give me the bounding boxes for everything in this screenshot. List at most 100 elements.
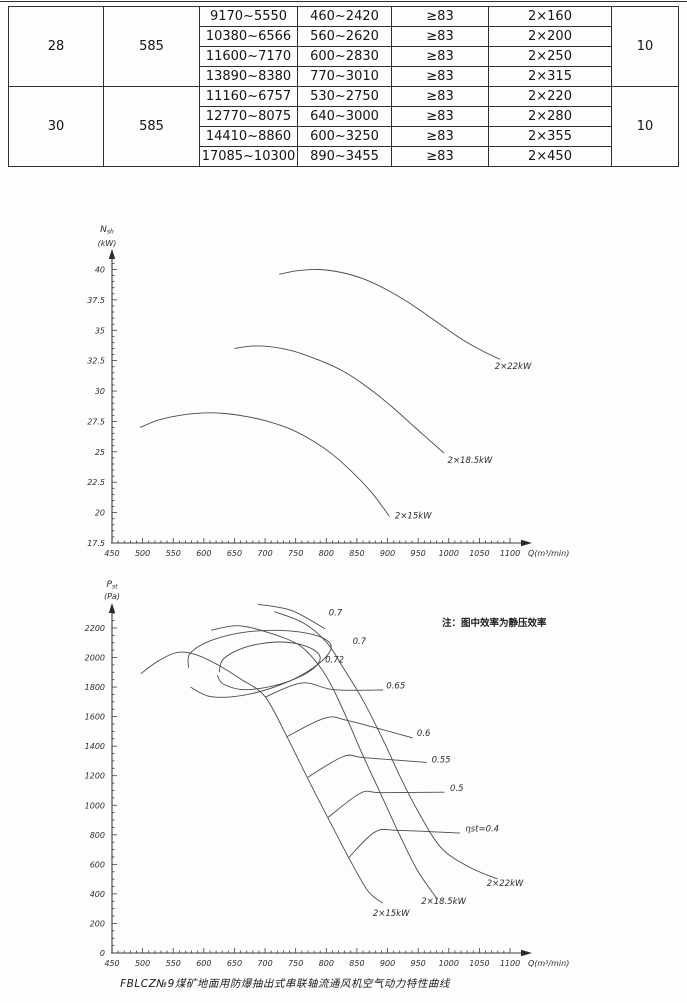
cell-speed: 585 xyxy=(103,86,200,167)
table-row: 28 585 9170~5550 460~2420 ≥83 2×160 10 xyxy=(8,6,679,87)
cell-efficiency: ≥83 xyxy=(391,46,489,67)
x-tick-label: 1050 xyxy=(469,549,489,558)
x-tick-label: 700 xyxy=(257,549,272,558)
y-axis-unit: (kW) xyxy=(98,239,117,248)
x-tick-label: 800 xyxy=(319,549,334,558)
efficiency-contour-0.55 xyxy=(307,754,427,778)
cell-pressure-range: 600~2830 xyxy=(297,46,392,67)
x-tick-label: 850 xyxy=(349,959,364,968)
efficiency-contour-0.6 xyxy=(286,716,413,739)
x-tick-label: 500 xyxy=(135,959,150,968)
cell-efficiency: ≥83 xyxy=(391,146,489,167)
y-tick-label: 1000 xyxy=(85,801,105,810)
cell-last: 10 xyxy=(611,6,679,87)
efficiency-contour-label: 0.72 xyxy=(325,656,344,666)
table-row: 10380~6566 560~2620 ≥83 2×200 xyxy=(9,26,679,47)
efficiency-contour-label: ηst=0.4 xyxy=(465,825,499,835)
fan-curve-label: 2×22kW xyxy=(487,879,524,889)
x-axis-arrow-icon xyxy=(521,539,532,547)
x-tick-label: 850 xyxy=(349,549,364,558)
x-tick-label: 900 xyxy=(380,549,395,558)
y-tick-label: 32.5 xyxy=(87,357,105,366)
cell-pressure-range: 890~3455 xyxy=(297,146,392,167)
efficiency-contour--st-0.4 xyxy=(348,828,460,858)
fan-curve-2-22kw xyxy=(274,611,498,880)
x-tick-label: 1100 xyxy=(500,959,520,968)
x-tick-label: 450 xyxy=(104,959,119,968)
y-tick-label: 1400 xyxy=(85,742,105,751)
table-row: 30 585 11160~6757 530~2750 ≥83 2×220 10 xyxy=(8,86,679,167)
cell-efficiency: ≥83 xyxy=(391,6,489,27)
cell-size: 28 xyxy=(8,6,104,87)
fan-curve-2-15kw xyxy=(140,651,383,904)
efficiency-contour-label: 0.5 xyxy=(450,784,464,794)
table-row: 13890~8380 770~3010 ≥83 2×315 xyxy=(9,66,679,87)
cell-flow-range: 11600~7170 xyxy=(199,46,298,67)
cell-flow-range: 11160~6757 xyxy=(199,86,298,107)
y-tick-label: 400 xyxy=(90,890,105,899)
y-axis-title: Nsh xyxy=(100,225,114,236)
static-pressure-curves: 450 500 550 600 650 700 750 800 850 900 950 1000 105… xyxy=(85,580,570,968)
x-tick-label: 1000 xyxy=(439,959,459,968)
y-tick-label: 37.5 xyxy=(87,296,105,305)
chart-note: 注：图中效率为静压效率 xyxy=(442,618,547,629)
cell-flow-range: 13890~8380 xyxy=(199,66,298,87)
y-axis-title: Pst xyxy=(107,580,119,591)
cell-flow-range: 9170~5550 xyxy=(199,6,298,27)
shaft-power-curves: 450 500 550 600 650 700 750 800 850 900 950 1000 105… xyxy=(87,225,569,558)
x-tick-label: 600 xyxy=(196,549,211,558)
x-tick-label: 550 xyxy=(166,549,181,558)
fan-curve-2-18.5kw xyxy=(211,625,439,901)
x-tick-label: 800 xyxy=(319,959,334,968)
cell-pressure-range: 560~2620 xyxy=(297,26,392,47)
efficiency-contour-0.7 xyxy=(257,603,326,630)
efficiency-contour-label: 0.7 xyxy=(329,608,343,618)
x-tick-label: 1100 xyxy=(500,549,520,558)
spec-table: 28 585 9170~5550 460~2420 ≥83 2×160 10 10380~65… xyxy=(8,6,679,167)
x-tick-label: 550 xyxy=(166,959,181,968)
spec-table-grid: 28 585 9170~5550 460~2420 ≥83 2×160 10 10380~65… xyxy=(8,6,679,167)
cell-flow-range: 14410~8860 xyxy=(199,126,298,147)
fan-curve-label: 2×15kW xyxy=(373,909,410,919)
cell-efficiency: ≥83 xyxy=(391,86,489,107)
y-tick-label: 1600 xyxy=(85,713,105,722)
efficiency-contour-0.5 xyxy=(327,790,445,818)
fan-curve-label: 2×18.5kW xyxy=(448,456,493,466)
x-tick-label: 750 xyxy=(288,549,303,558)
x-axis-unit: Q(m³/min) xyxy=(528,549,569,558)
y-tick-label: 40 xyxy=(95,265,105,274)
cell-pressure-range: 460~2420 xyxy=(297,6,392,27)
x-tick-label: 700 xyxy=(257,959,272,968)
efficiency-contour-label: 0.6 xyxy=(417,729,431,739)
y-tick-label: 25 xyxy=(95,448,105,457)
table-row: 14410~8860 600~3250 ≥83 2×355 xyxy=(9,126,679,147)
fan-curve-2-18.5kw xyxy=(234,345,445,454)
x-tick-label: 500 xyxy=(135,549,150,558)
efficiency-contour-0.72 xyxy=(216,641,321,691)
x-axis-unit: Q(m³/min) xyxy=(528,959,569,968)
fan-curve-2-22kw xyxy=(279,268,501,360)
y-tick-label: 200 xyxy=(90,919,105,928)
y-tick-label: 800 xyxy=(90,831,105,840)
x-tick-label: 1050 xyxy=(469,959,489,968)
efficiency-contour-label: 0.7 xyxy=(353,637,367,647)
fan-curve-2-15kw xyxy=(140,412,390,517)
y-tick-label: 35 xyxy=(95,326,105,335)
y-tick-label: 0 xyxy=(100,949,105,958)
chart-caption: FBLCZ№9煤矿地面用防爆抽出式串联轴流通风机空气动力特性曲线 xyxy=(120,978,450,990)
efficiency-contour-0.7 xyxy=(187,629,332,698)
cell-pressure-range: 600~3250 xyxy=(297,126,392,147)
x-tick-label: 950 xyxy=(411,959,426,968)
table-row: 11600~7170 600~2830 ≥83 2×250 xyxy=(9,46,679,67)
y-tick-label: 20 xyxy=(95,509,105,518)
y-tick-label: 2000 xyxy=(85,654,105,663)
cell-motor-power: 2×200 xyxy=(488,26,612,47)
x-tick-label: 450 xyxy=(104,549,119,558)
y-tick-label: 2200 xyxy=(85,624,105,633)
y-axis-arrow-icon xyxy=(108,603,116,613)
x-tick-label: 600 xyxy=(196,959,211,968)
fan-curve-label: 2×15kW xyxy=(395,512,432,522)
table-row: 12770~8075 640~3000 ≥83 2×280 xyxy=(9,106,679,127)
